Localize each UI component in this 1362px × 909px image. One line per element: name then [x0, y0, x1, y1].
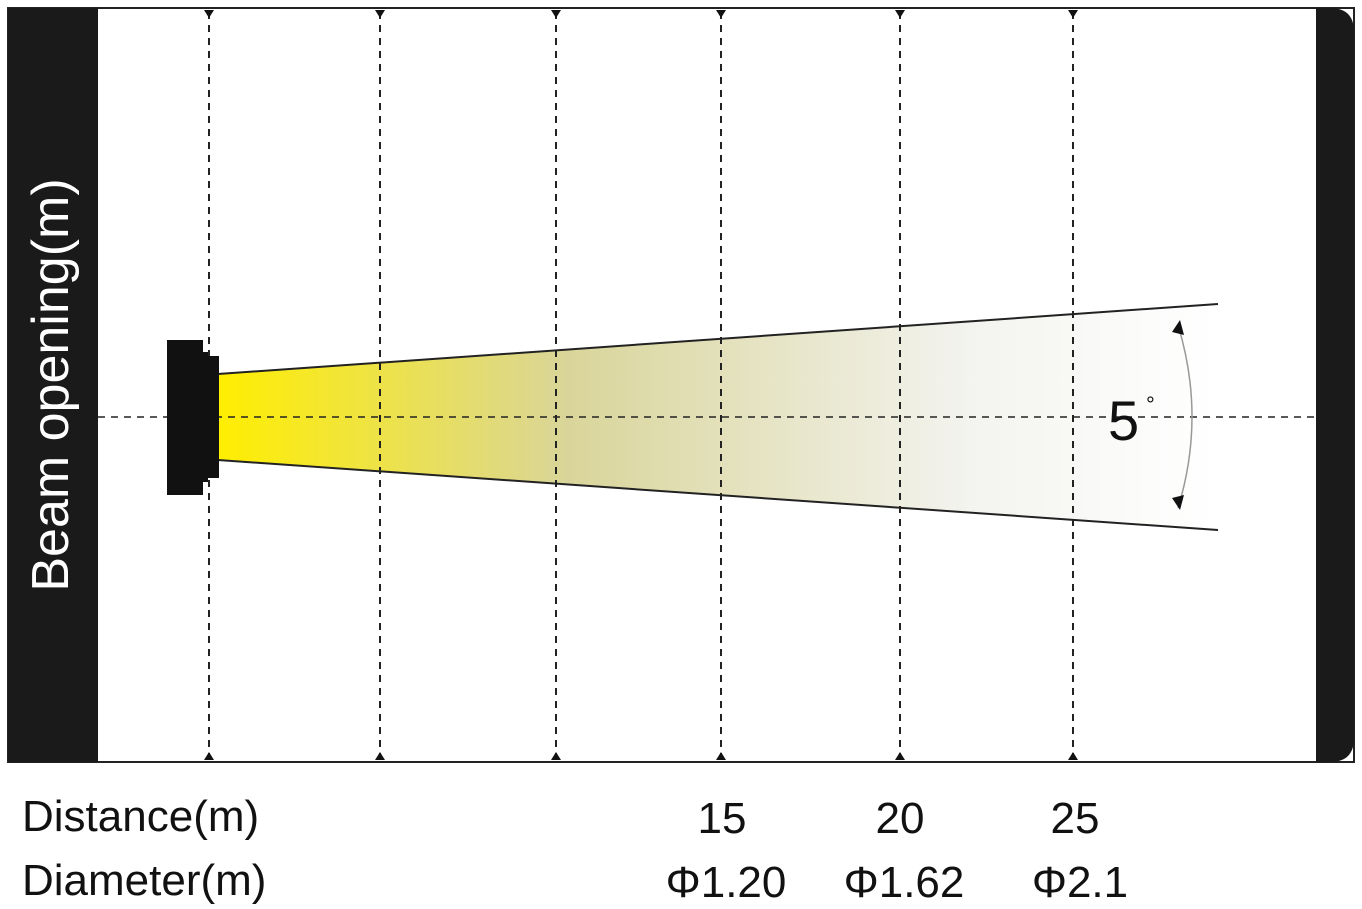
guide-arrowheads	[204, 10, 1078, 760]
diameter-row-label: Diameter(m)	[22, 856, 267, 905]
distance-value: 15	[697, 794, 747, 843]
diameter-value: Φ1.20	[665, 858, 787, 907]
angle-arc	[1177, 324, 1193, 509]
beam-top-edge	[217, 303, 1219, 375]
beam-cone	[218, 304, 1218, 530]
distance-value: 20	[875, 794, 925, 843]
arc-arrow-bottom-icon	[1172, 495, 1184, 510]
arc-arrow-top-icon	[1172, 320, 1184, 335]
angle-value: 5	[1108, 389, 1139, 452]
left-band	[8, 8, 98, 762]
beam-bottom-edge	[217, 459, 1219, 531]
angle-unit: °	[1146, 392, 1155, 417]
diameter-value: Φ1.62	[843, 858, 965, 907]
distance-value: 25	[1050, 794, 1100, 843]
diameter-value: Φ2.1	[1031, 858, 1129, 907]
light-fixture-icon	[167, 340, 219, 495]
right-band	[1316, 8, 1354, 762]
distance-row-label: Distance(m)	[22, 792, 260, 841]
beam-opening-label: Beam opening(m)	[22, 178, 80, 591]
